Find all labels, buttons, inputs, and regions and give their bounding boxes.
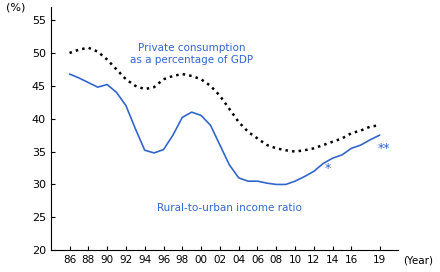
Text: Rural-to-urban income ratio: Rural-to-urban income ratio [157, 203, 302, 213]
Text: *: * [325, 162, 331, 175]
Text: Private consumption
as a percentage of GDP: Private consumption as a percentage of G… [130, 43, 253, 65]
Y-axis label: (%): (%) [6, 2, 26, 12]
Text: (Year): (Year) [403, 255, 433, 265]
Text: **: ** [378, 142, 391, 155]
